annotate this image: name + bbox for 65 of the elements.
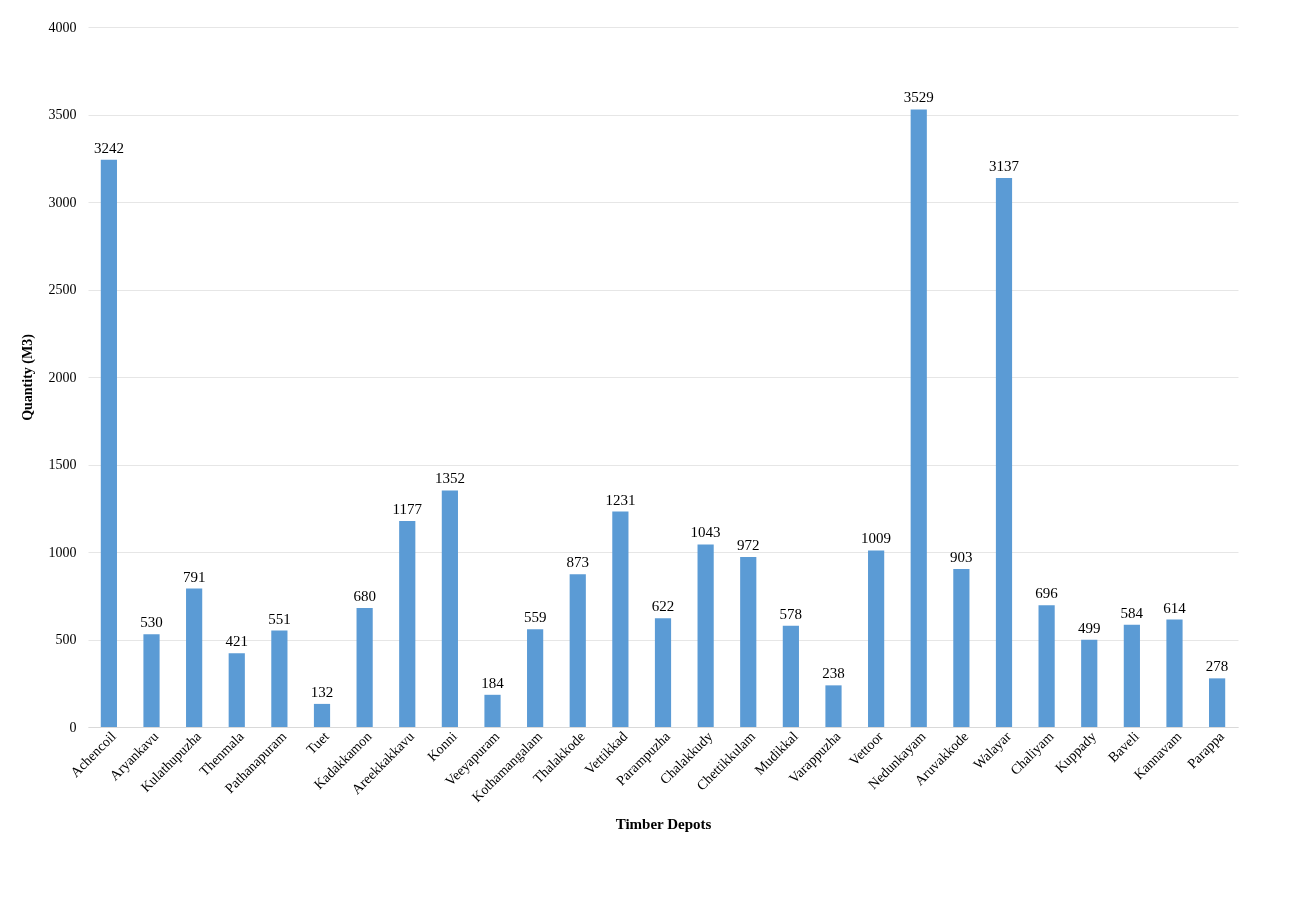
bar xyxy=(1166,619,1183,727)
y-tick-label: 2000 xyxy=(48,369,77,385)
data-label: 972 xyxy=(737,536,760,553)
bar xyxy=(399,521,416,727)
bar xyxy=(271,630,288,727)
y-tick-label: 1500 xyxy=(48,457,77,472)
bar xyxy=(654,618,672,727)
data-label: 614 xyxy=(1163,599,1187,616)
data-label: 551 xyxy=(268,610,291,627)
data-label: 3529 xyxy=(903,89,934,106)
data-label: 132 xyxy=(310,683,334,700)
bar xyxy=(1123,624,1140,727)
bar xyxy=(1038,605,1055,727)
bar xyxy=(782,625,799,727)
bar xyxy=(569,574,586,727)
data-label: 584 xyxy=(1120,604,1144,621)
bar xyxy=(740,556,757,727)
data-label: 184 xyxy=(481,674,505,691)
data-label: 421 xyxy=(225,633,249,650)
bar xyxy=(441,490,458,727)
data-label: 3242 xyxy=(93,139,124,156)
data-label: 559 xyxy=(523,609,547,626)
bar xyxy=(484,694,501,727)
y-tick-label: 500 xyxy=(55,632,77,647)
bar xyxy=(612,511,629,727)
data-label: 903 xyxy=(950,548,973,565)
y-axis-title: Quantity (M3) xyxy=(19,333,36,421)
bar xyxy=(313,703,331,727)
bar xyxy=(825,685,842,727)
y-tick-label: 4000 xyxy=(48,19,77,35)
data-label: 278 xyxy=(1205,658,1229,675)
y-tick-label: 3000 xyxy=(48,194,77,210)
data-label: 1177 xyxy=(392,501,423,518)
data-label: 791 xyxy=(182,568,206,585)
bar xyxy=(697,544,714,727)
y-tick-label: 1000 xyxy=(48,544,77,560)
bar xyxy=(953,568,970,727)
data-label: 578 xyxy=(779,605,803,622)
data-label: 1352 xyxy=(434,470,465,487)
data-label: 1009 xyxy=(861,530,892,547)
data-label: 873 xyxy=(566,554,589,571)
bar xyxy=(143,634,160,727)
bar xyxy=(100,159,117,727)
data-label: 3137 xyxy=(988,158,1020,175)
bar xyxy=(1209,678,1226,727)
bar xyxy=(910,109,927,727)
bar xyxy=(1081,639,1098,727)
data-label: 622 xyxy=(651,598,675,615)
y-tick-label: 0 xyxy=(69,719,77,735)
x-axis-title: Timber Depots xyxy=(615,815,712,832)
bar xyxy=(868,550,885,727)
data-label: 680 xyxy=(353,588,376,604)
data-label: 530 xyxy=(140,614,163,631)
data-label: 238 xyxy=(822,665,845,682)
y-tick-label: 3500 xyxy=(48,107,77,122)
bar xyxy=(228,653,245,727)
data-label: 499 xyxy=(1077,619,1101,636)
data-label: 1231 xyxy=(605,491,636,508)
bar xyxy=(527,629,544,727)
bar xyxy=(356,608,373,727)
bar xyxy=(995,178,1013,727)
y-tick-label: 2500 xyxy=(48,282,77,297)
data-label: 1043 xyxy=(690,524,721,541)
data-label: 696 xyxy=(1035,585,1059,602)
bar xyxy=(186,588,203,727)
